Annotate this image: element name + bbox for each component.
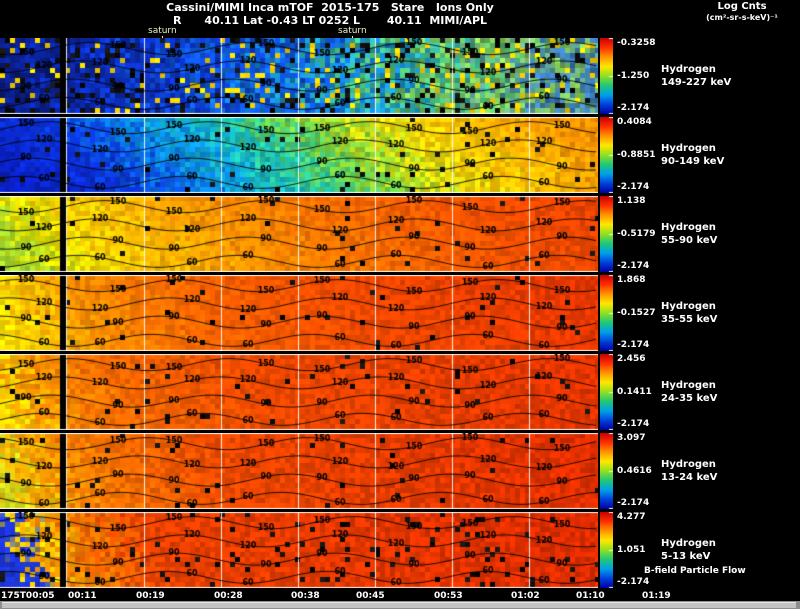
energy-band-label: Hydrogen 90-149 keV <box>661 142 796 168</box>
spectrogram-panel: 4.277 1.051 -2.174 Hydrogen 5-13 keV <box>0 512 800 588</box>
time-tick-label: 175T00:05 <box>1 591 55 601</box>
species-label: Hydrogen <box>661 222 716 233</box>
colorbar-canvas <box>600 433 613 509</box>
time-tick-label: 01:19 <box>642 591 671 601</box>
colorbar-tick-mid: -1.250 <box>617 71 650 81</box>
colorbar-tick-mid: 0.4616 <box>617 466 652 476</box>
species-label: Hydrogen <box>661 301 716 312</box>
energy-range-label: 90-149 keV <box>661 156 725 167</box>
colorbar-legend: Log Cnts (cm²-sr-s-keV)⁻¹ <box>686 1 798 22</box>
energy-band-label: Hydrogen 13-24 keV <box>661 458 796 484</box>
colorbar-tick-max: 2.456 <box>617 354 646 364</box>
spectrogram-panel: 2.456 0.1411 -2.174 Hydrogen 24-35 keV <box>0 354 800 430</box>
time-tick-label: 00:11 <box>68 591 97 601</box>
species-label: Hydrogen <box>661 64 716 75</box>
colorbar-canvas <box>600 275 613 351</box>
colorbar-tick-min: -2.174 <box>617 419 650 429</box>
bfield-flow-note: B-field Particle Flow <box>644 566 746 576</box>
scrollbar-thumb[interactable] <box>2 602 796 608</box>
spectrogram-panel: -0.3258 -1.250 -2.174 Hydrogen 149-227 k… <box>0 38 800 114</box>
saturn-marker-right-label: saturn <box>338 26 367 36</box>
colorbar-canvas <box>600 38 613 114</box>
energy-range-label: 55-90 keV <box>661 235 718 246</box>
spectrogram-panel: 1.868 -0.1527 -2.174 Hydrogen 35-55 keV <box>0 275 800 351</box>
colorbar-canvas <box>600 117 613 193</box>
colorbar-tick-min: -2.174 <box>617 577 650 587</box>
time-tick-label: 00:45 <box>356 591 385 601</box>
plot-subtitle: R 40.11 Lat -0.43 LT 0252 L 40.11 MIMI/A… <box>172 14 488 27</box>
colorbar-legend-line1: Log Cnts <box>717 1 767 12</box>
heatmap-canvas <box>0 512 598 588</box>
heatmap-canvas <box>0 433 598 509</box>
saturn-marker-left-label: saturn <box>148 26 177 36</box>
time-tick-label: 00:38 <box>291 591 320 601</box>
colorbar-legend-units: (cm²-sr-s-keV)⁻¹ <box>706 13 778 22</box>
colorbar-canvas <box>600 196 613 272</box>
energy-range-label: 13-24 keV <box>661 472 718 483</box>
colorbar-tick-min: -2.174 <box>617 182 650 192</box>
energy-band-label: Hydrogen 24-35 keV <box>661 379 796 405</box>
colorbar-canvas <box>600 354 613 430</box>
energy-band-label: Hydrogen 55-90 keV <box>661 221 796 247</box>
time-tick-label: 00:28 <box>214 591 243 601</box>
colorbar-tick-mid: -0.8851 <box>617 150 656 160</box>
time-tick-label: 01:02 <box>511 591 540 601</box>
energy-band-label: Hydrogen 5-13 keV <box>661 537 796 563</box>
heatmap-canvas <box>0 117 598 193</box>
colorbar-tick-max: 1.868 <box>617 275 646 285</box>
energy-range-label: 149-227 keV <box>661 77 732 88</box>
colorbar-tick-max: 4.277 <box>617 512 646 522</box>
time-axis: 175T00:05 00:11 00:19 00:28 00:38 00:45 00:53 0… <box>0 591 800 601</box>
spectrogram-panel: 3.097 0.4616 -2.174 Hydrogen 13-24 keV <box>0 433 800 509</box>
heatmap-canvas <box>0 38 598 114</box>
colorbar-tick-max: 0.4084 <box>617 117 652 127</box>
species-label: Hydrogen <box>661 380 716 391</box>
colorbar-tick-max: -0.3258 <box>617 38 656 48</box>
energy-range-label: 5-13 keV <box>661 551 711 562</box>
energy-band-label: Hydrogen 149-227 keV <box>661 63 796 89</box>
heatmap-canvas <box>0 275 598 351</box>
energy-range-label: 24-35 keV <box>661 393 718 404</box>
spectrogram-panel: 1.138 -0.5179 -2.174 Hydrogen 55-90 keV <box>0 196 800 272</box>
species-label: Hydrogen <box>661 538 716 549</box>
time-tick-label: 00:53 <box>434 591 463 601</box>
colorbar-tick-max: 3.097 <box>617 433 646 443</box>
plot-title: Cassini/MIMI Inca mTOF 2015-175 Stare Io… <box>166 1 494 14</box>
spectrogram-panel: 0.4084 -0.8851 -2.174 Hydrogen 90-149 ke… <box>0 117 800 193</box>
energy-range-label: 35-55 keV <box>661 314 718 325</box>
colorbar-tick-min: -2.174 <box>617 261 650 271</box>
colorbar-tick-mid: -0.5179 <box>617 229 656 239</box>
colorbar-tick-min: -2.174 <box>617 498 650 508</box>
species-label: Hydrogen <box>661 143 716 154</box>
time-tick-label: 00:19 <box>136 591 165 601</box>
colorbar-tick-mid: -0.1527 <box>617 308 656 318</box>
colorbar-tick-min: -2.174 <box>617 340 650 350</box>
colorbar-tick-max: 1.138 <box>617 196 646 206</box>
colorbar-tick-mid: 0.1411 <box>617 387 652 397</box>
horizontal-scrollbar[interactable] <box>0 601 800 609</box>
heatmap-canvas <box>0 354 598 430</box>
energy-band-label: Hydrogen 35-55 keV <box>661 300 796 326</box>
time-tick-label: 01:10 <box>576 591 605 601</box>
colorbar-tick-min: -2.174 <box>617 103 650 113</box>
species-label: Hydrogen <box>661 459 716 470</box>
colorbar-canvas <box>600 512 613 588</box>
colorbar-tick-mid: 1.051 <box>617 545 646 555</box>
heatmap-canvas <box>0 196 598 272</box>
